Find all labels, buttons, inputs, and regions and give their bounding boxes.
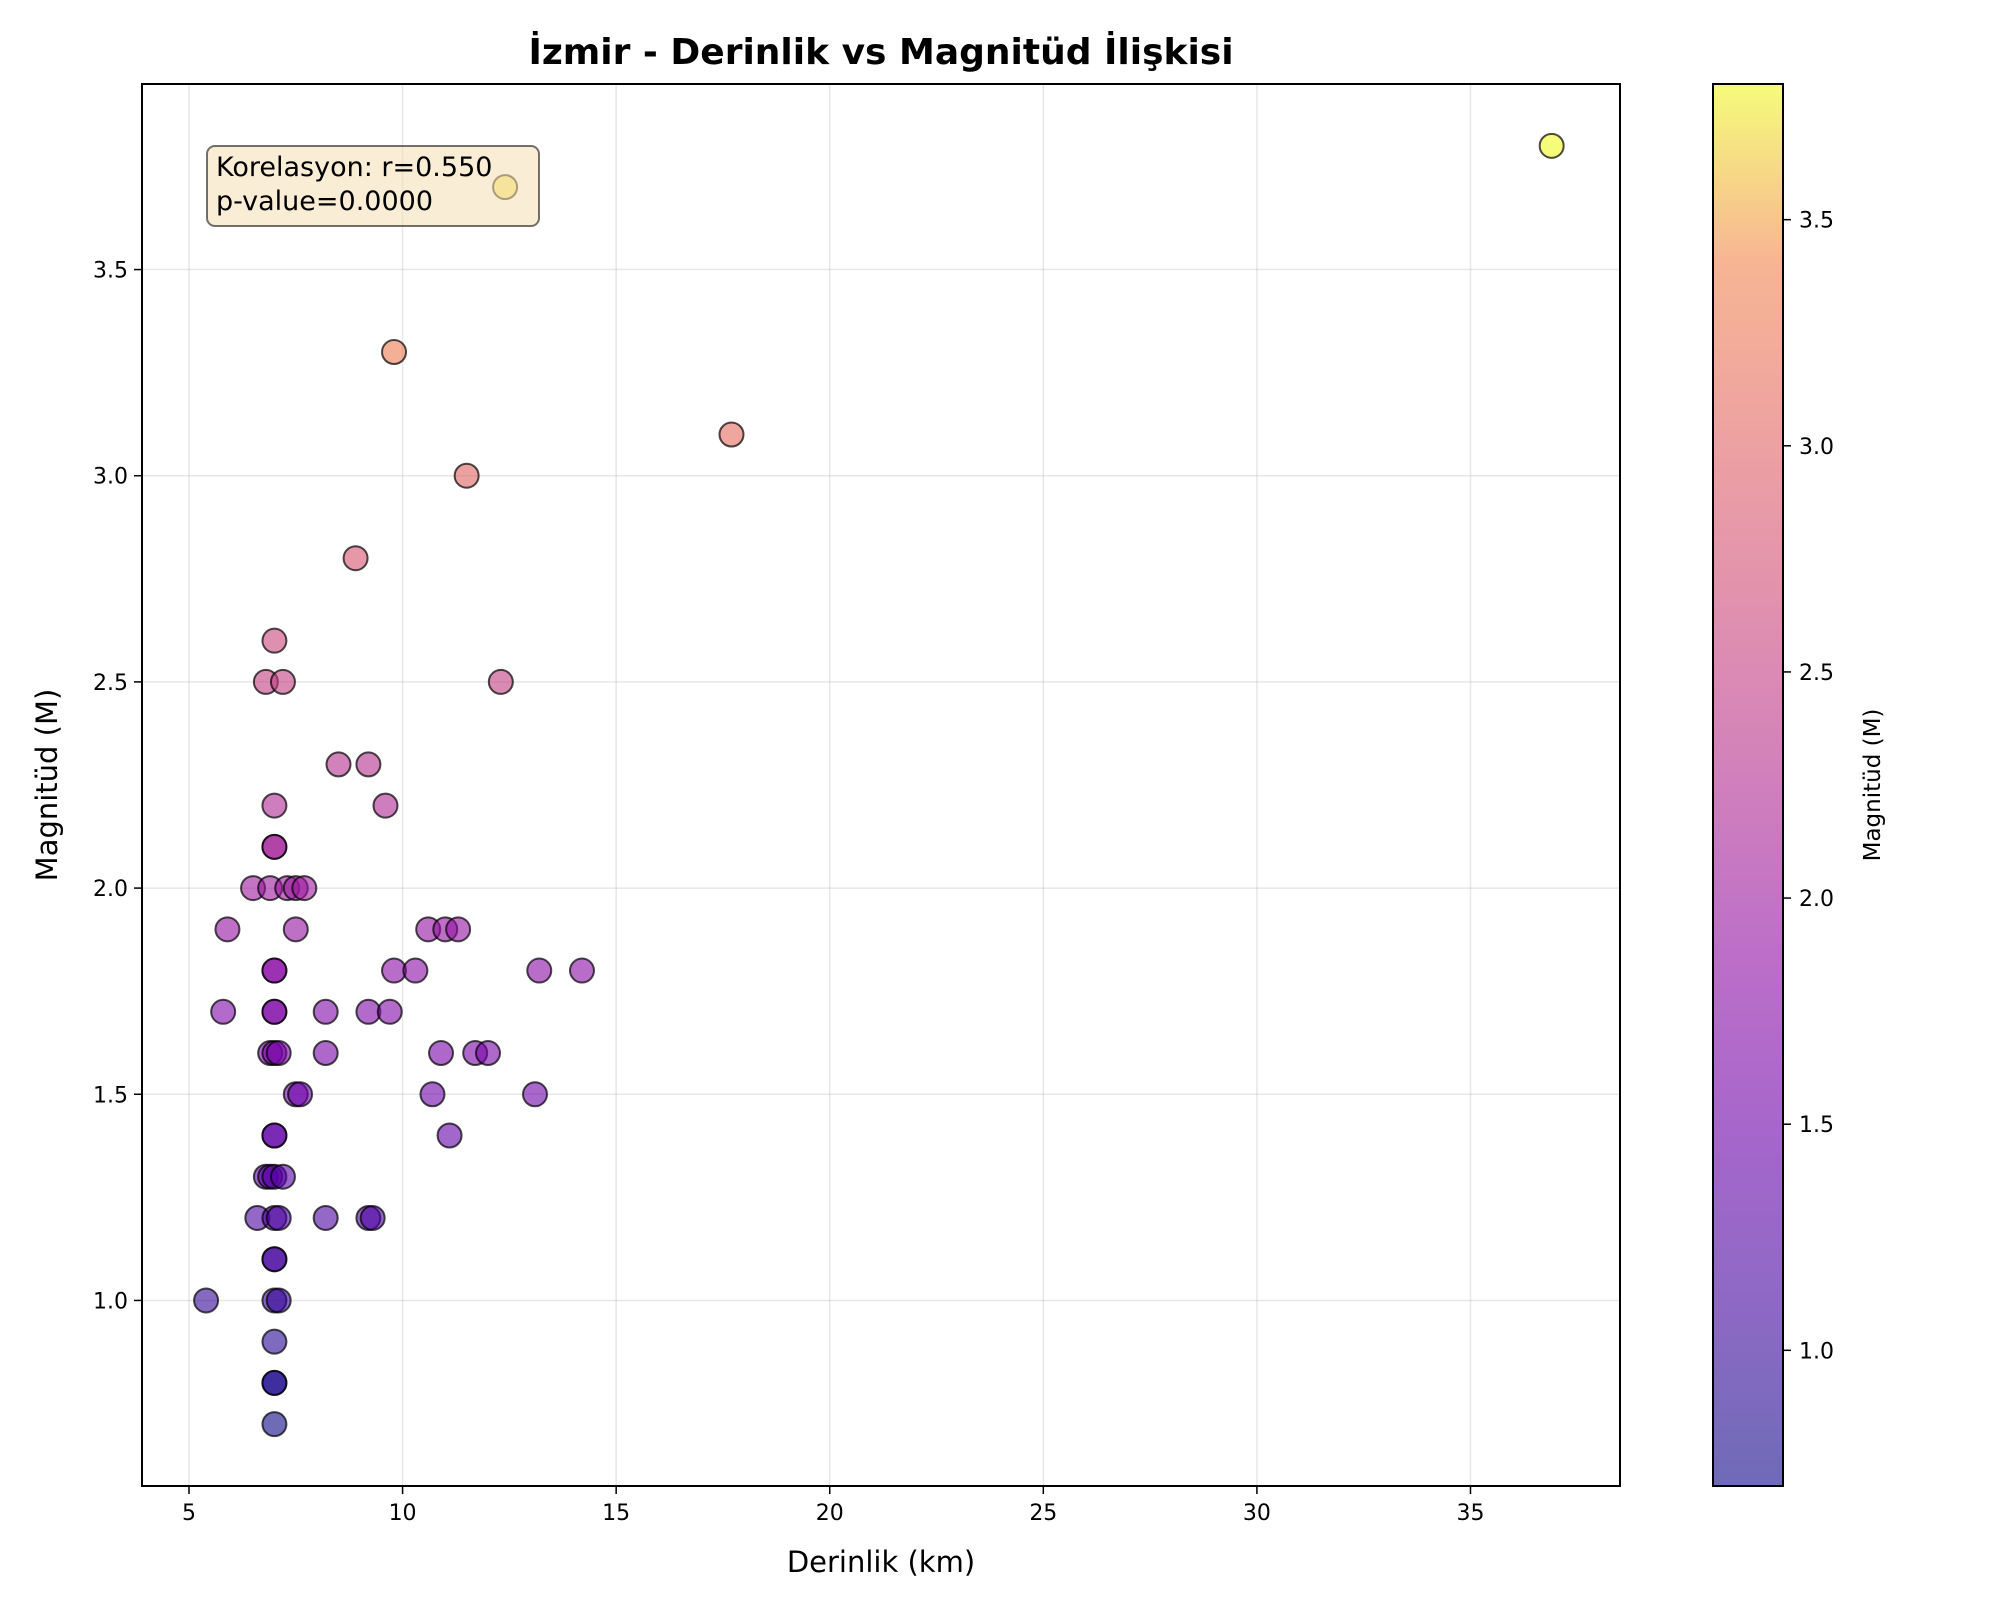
grid [142,84,1620,1486]
data-point [261,627,288,654]
data-point [287,1081,314,1108]
x-axis: 5 10 15 20 25 30 35 [182,1486,1484,1526]
chart-title: İzmir - Derinlik vs Magnitüd İlişkisi [528,31,1233,73]
data-point [1538,132,1565,159]
data-point [526,957,553,984]
data-point [372,792,399,819]
data-point [261,833,288,860]
data-point [355,751,382,778]
y-tick-label: 3.0 [93,465,128,490]
data-point [453,462,480,489]
colorbar-tick-label: 3.0 [1799,435,1834,460]
y-tick-label: 1.5 [93,1083,128,1108]
data-point [359,1204,386,1231]
colorbar-tick-label: 3.5 [1799,209,1834,234]
colorbar-frame [1712,83,1784,1487]
data-point [428,1040,455,1067]
data-point [261,792,288,819]
colorbar-label: Magnitüd (M) [1860,709,1886,862]
data-point [381,339,408,366]
data-point [291,875,318,902]
data-point [568,957,595,984]
data-point [261,1328,288,1355]
colorbar: 1.0 1.5 2.0 2.5 3.0 3.5 Magnitüd (M) [1712,83,1886,1487]
data-point [475,1040,502,1067]
data-point [312,1040,339,1067]
data-point [312,998,339,1025]
y-axis: 1.0 1.5 2.0 2.5 3.0 3.5 [93,259,142,1314]
data-point [419,1081,446,1108]
data-point [261,1122,288,1149]
data-point [261,1411,288,1438]
data-point [261,998,288,1025]
data-point [376,998,403,1025]
data-point [718,421,745,448]
data-point [210,998,237,1025]
data-point [214,916,241,943]
correlation-annotation: Korelasyon: r=0.550 p-value=0.0000 [206,145,540,227]
y-axis-label: Magnitüd (M) [30,689,64,882]
y-tick-label: 3.5 [93,259,128,284]
data-point [436,1122,463,1149]
x-tick-label: 5 [182,1501,196,1526]
y-tick-label: 1.0 [93,1289,128,1314]
annotation-box [206,145,540,227]
colorbar-tick-label: 2.5 [1799,661,1834,686]
data-point [521,1081,548,1108]
x-tick-label: 10 [389,1501,417,1526]
colorbar-gradient [1713,84,1783,1486]
colorbar-tick-label: 1.0 [1799,1339,1834,1364]
data-point [325,751,352,778]
data-point [265,1040,292,1067]
x-tick-label: 15 [602,1501,630,1526]
data-point [193,1287,220,1314]
colorbar-ticks: 1.0 1.5 2.0 2.5 3.0 3.5 [1783,209,1834,1364]
data-point [265,1287,292,1314]
data-point [282,916,309,943]
annotation-line-1: Korelasyon: r=0.550 [216,152,492,183]
data-point [269,668,296,695]
data-point [269,1163,296,1190]
data-point [445,916,472,943]
colorbar-tick-label: 1.5 [1799,1113,1834,1138]
data-point [261,1246,288,1273]
data-points [193,132,1565,1438]
data-point [265,1204,292,1231]
data-point [342,545,369,572]
x-tick-label: 30 [1243,1501,1271,1526]
x-tick-label: 35 [1456,1501,1484,1526]
x-axis-label: Derinlik (km) [787,1545,975,1579]
data-point [402,957,429,984]
data-point [312,1204,339,1231]
plot-frame [141,83,1621,1487]
data-point [261,957,288,984]
colorbar-tick-label: 2.0 [1799,887,1834,912]
x-tick-label: 25 [1029,1501,1057,1526]
x-tick-label: 20 [816,1501,844,1526]
data-point [487,668,514,695]
data-point [261,1369,288,1396]
y-tick-label: 2.0 [93,877,128,902]
y-tick-label: 2.5 [93,671,128,696]
annotation-line-2: p-value=0.0000 [216,186,433,217]
